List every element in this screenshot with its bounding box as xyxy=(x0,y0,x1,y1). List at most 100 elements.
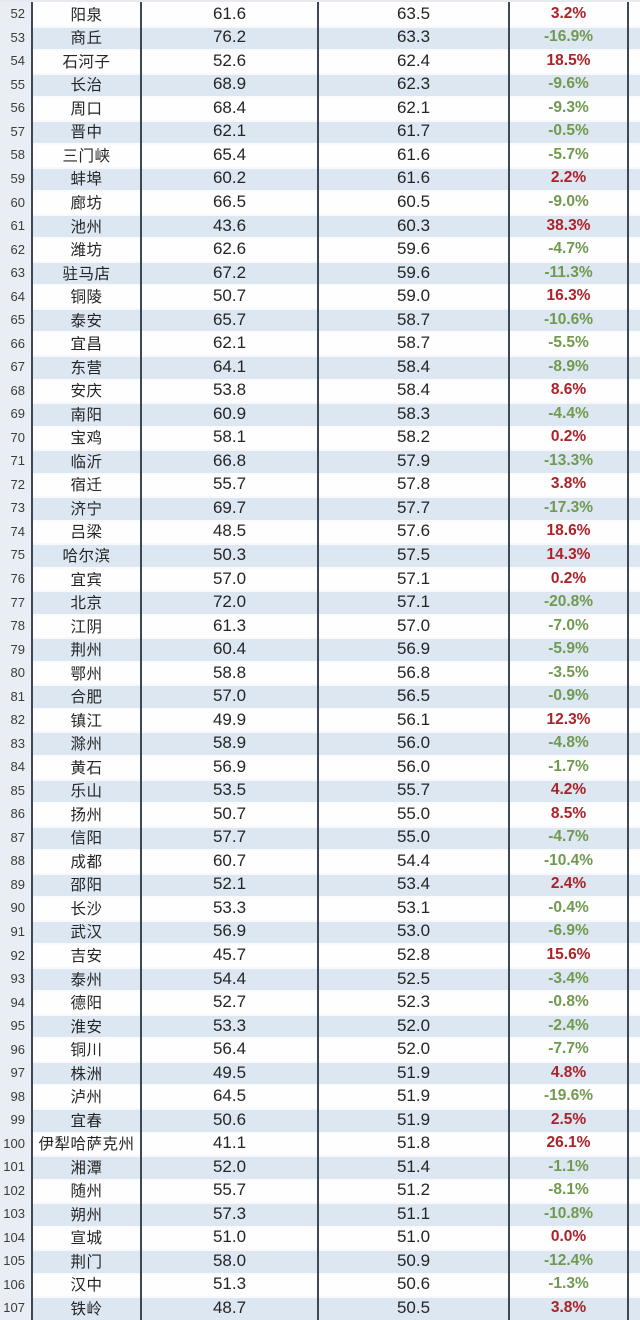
row-continuation-cell xyxy=(627,166,640,191)
value2-cell: 62.3 xyxy=(317,72,508,97)
value2-cell: 55.0 xyxy=(317,825,508,850)
city-cell: 德阳 xyxy=(31,990,140,1014)
value2-cell: 50.9 xyxy=(317,1249,508,1273)
city-cell: 吕梁 xyxy=(31,519,140,544)
change-cell: -9.0% xyxy=(508,190,627,214)
value2-cell: 52.8 xyxy=(317,943,508,967)
value1-cell: 52.7 xyxy=(140,990,317,1014)
change-cell: 18.6% xyxy=(508,519,627,544)
change-cell: -1.3% xyxy=(508,1272,627,1297)
row-continuation-cell xyxy=(627,472,640,497)
rank-cell: 52 xyxy=(0,2,31,26)
rank-cell: 85 xyxy=(0,778,31,803)
rank-cell: 57 xyxy=(0,119,31,144)
row-continuation-cell xyxy=(627,496,640,520)
row-continuation-cell xyxy=(627,684,640,708)
change-cell: -9.6% xyxy=(508,72,627,97)
value1-cell: 54.4 xyxy=(140,966,317,991)
value1-cell: 56.9 xyxy=(140,755,317,779)
rank-cell: 77 xyxy=(0,590,31,614)
city-cell: 鄂州 xyxy=(31,660,140,685)
row-continuation-cell xyxy=(627,919,640,944)
city-cell: 吉安 xyxy=(31,943,140,967)
value1-cell: 43.6 xyxy=(140,213,317,238)
change-cell: 16.3% xyxy=(508,284,627,308)
value1-cell: 58.0 xyxy=(140,1249,317,1273)
table-row: 73 济宁 69.7 57.7 -17.3% xyxy=(0,496,640,520)
city-cell: 铁岭 xyxy=(31,1296,140,1320)
row-continuation-cell xyxy=(627,190,640,214)
value2-cell: 54.4 xyxy=(317,849,508,873)
change-cell: -1.7% xyxy=(508,755,627,779)
table-row: 68 安庆 53.8 58.4 8.6% xyxy=(0,378,640,403)
change-cell: 4.2% xyxy=(508,778,627,803)
row-continuation-cell xyxy=(627,1272,640,1297)
value2-cell: 52.0 xyxy=(317,1013,508,1038)
value1-cell: 52.6 xyxy=(140,49,317,73)
value1-cell: 53.3 xyxy=(140,896,317,920)
value1-cell: 58.1 xyxy=(140,425,317,450)
rank-cell: 75 xyxy=(0,543,31,567)
row-continuation-cell xyxy=(627,613,640,638)
city-cell: 潍坊 xyxy=(31,237,140,261)
row-continuation-cell xyxy=(627,566,640,591)
rank-cell: 81 xyxy=(0,684,31,708)
value2-cell: 58.7 xyxy=(317,307,508,332)
value2-cell: 60.3 xyxy=(317,213,508,238)
rank-cell: 59 xyxy=(0,166,31,191)
table-row: 70 宝鸡 58.1 58.2 0.2% xyxy=(0,425,640,450)
table-row: 85 乐山 53.5 55.7 4.2% xyxy=(0,778,640,803)
rank-cell: 79 xyxy=(0,637,31,661)
rank-cell: 97 xyxy=(0,1060,31,1085)
value1-cell: 66.8 xyxy=(140,449,317,473)
value2-cell: 50.5 xyxy=(317,1296,508,1320)
change-cell: -4.8% xyxy=(508,731,627,755)
rank-cell: 90 xyxy=(0,896,31,920)
value2-cell: 53.1 xyxy=(317,896,508,920)
table-row: 57 晋中 62.1 61.7 -0.5% xyxy=(0,119,640,144)
rank-cell: 60 xyxy=(0,190,31,214)
change-cell: 8.5% xyxy=(508,802,627,826)
row-continuation-cell xyxy=(627,307,640,332)
rank-cell: 102 xyxy=(0,1178,31,1203)
city-cell: 临沂 xyxy=(31,449,140,473)
city-cell: 泸州 xyxy=(31,1084,140,1108)
value2-cell: 51.9 xyxy=(317,1084,508,1108)
rank-cell: 63 xyxy=(0,260,31,285)
change-cell: -10.6% xyxy=(508,307,627,332)
value1-cell: 48.5 xyxy=(140,519,317,544)
table-row: 92 吉安 45.7 52.8 15.6% xyxy=(0,943,640,967)
table-row: 79 荆州 60.4 56.9 -5.9% xyxy=(0,637,640,661)
value1-cell: 53.5 xyxy=(140,778,317,803)
change-cell: -8.1% xyxy=(508,1178,627,1203)
rank-cell: 95 xyxy=(0,1013,31,1038)
city-cell: 商丘 xyxy=(31,25,140,50)
row-continuation-cell xyxy=(627,378,640,403)
value1-cell: 51.0 xyxy=(140,1225,317,1250)
value2-cell: 52.3 xyxy=(317,990,508,1014)
value1-cell: 51.3 xyxy=(140,1272,317,1297)
row-continuation-cell xyxy=(627,731,640,755)
table-row: 99 宜春 50.6 51.9 2.5% xyxy=(0,1107,640,1132)
value1-cell: 60.7 xyxy=(140,849,317,873)
change-cell: 2.4% xyxy=(508,872,627,897)
rank-cell: 94 xyxy=(0,990,31,1014)
value2-cell: 59.6 xyxy=(317,260,508,285)
change-cell: 26.1% xyxy=(508,1131,627,1156)
row-continuation-cell xyxy=(627,1178,640,1203)
change-cell: -4.4% xyxy=(508,402,627,426)
value2-cell: 57.0 xyxy=(317,613,508,638)
value2-cell: 56.5 xyxy=(317,684,508,708)
value2-cell: 58.7 xyxy=(317,331,508,355)
table-row: 62 潍坊 62.6 59.6 -4.7% xyxy=(0,237,640,261)
row-continuation-cell xyxy=(627,660,640,685)
city-cell: 东营 xyxy=(31,354,140,379)
change-cell: -11.3% xyxy=(508,260,627,285)
table-row: 75 哈尔滨 50.3 57.5 14.3% xyxy=(0,543,640,567)
row-continuation-cell xyxy=(627,1037,640,1061)
rank-cell: 96 xyxy=(0,1037,31,1061)
rank-cell: 107 xyxy=(0,1296,31,1320)
city-cell: 合肥 xyxy=(31,684,140,708)
value1-cell: 64.5 xyxy=(140,1084,317,1108)
value1-cell: 50.3 xyxy=(140,543,317,567)
